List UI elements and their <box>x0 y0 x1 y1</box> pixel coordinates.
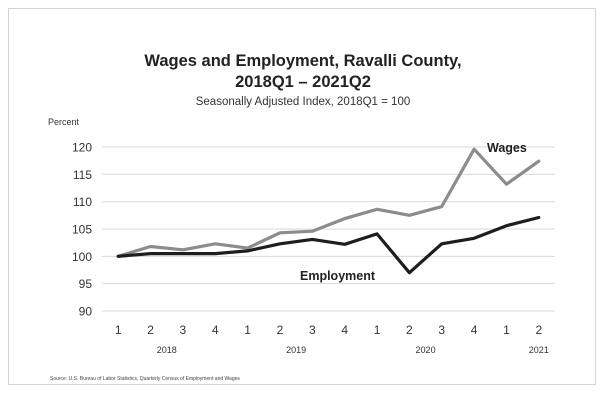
chart-title-block: Wages and Employment, Ravalli County, 20… <box>0 51 606 108</box>
x-tick-label: 1 <box>115 323 122 337</box>
x-tick-label: 1 <box>244 323 251 337</box>
chart-title-line2: 2018Q1 – 2021Q2 <box>235 73 371 91</box>
x-tick-label: 2 <box>406 323 413 337</box>
source-note: Source: U.S. Bureau of Labor Statistics,… <box>50 376 240 382</box>
chart-subtitle: Seasonally Adjusted Index, 2018Q1 = 100 <box>195 96 411 108</box>
series-line-wages <box>116 147 541 258</box>
y-tick-label: 115 <box>73 168 92 182</box>
y-tick-label: 90 <box>79 305 93 319</box>
x-tick-label: 4 <box>341 323 348 337</box>
year-label: 2018 <box>157 345 177 355</box>
x-tick-label: 2 <box>277 323 284 337</box>
series-label-employment: Employment <box>300 269 376 283</box>
chart-title-line1: Wages and Employment, Ravalli County, <box>144 52 462 70</box>
series-label-wages: Wages <box>487 141 527 155</box>
x-tick-label: 2 <box>535 323 542 337</box>
x-tick-label: 1 <box>503 323 510 337</box>
y-axis-label: Percent <box>48 117 80 127</box>
y-tick-label: 105 <box>72 223 92 237</box>
year-label: 2019 <box>286 345 306 355</box>
y-tick-label: 100 <box>72 250 92 264</box>
y-tick-label: 95 <box>79 277 93 291</box>
y-tick-label: 110 <box>73 195 92 209</box>
x-tick-label: 3 <box>180 323 187 337</box>
year-label: 2021 <box>529 345 549 355</box>
chart-frame <box>8 8 596 385</box>
x-tick-label: 4 <box>471 323 478 337</box>
y-tick-label: 120 <box>72 141 92 155</box>
year-label: 2020 <box>416 345 436 355</box>
x-tick-label: 1 <box>374 323 381 337</box>
x-tick-label: 3 <box>309 323 316 337</box>
x-tick-label: 3 <box>438 323 445 337</box>
series-line-employment <box>116 215 541 275</box>
x-tick-label: 4 <box>212 323 219 337</box>
x-tick-label: 2 <box>147 323 154 337</box>
